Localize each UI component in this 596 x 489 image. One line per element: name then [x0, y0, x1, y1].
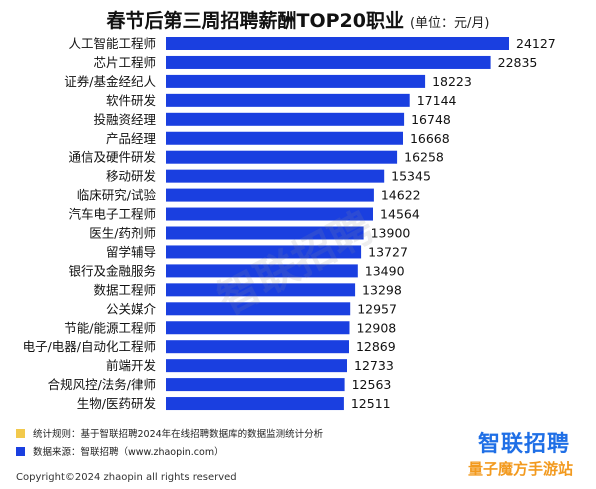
bar	[166, 302, 351, 316]
value-label: 16668	[410, 131, 450, 146]
bar	[166, 340, 349, 354]
value-label: 16258	[404, 150, 444, 165]
value-label: 16748	[411, 112, 451, 127]
value-label: 12869	[356, 339, 396, 354]
value-label: 22835	[498, 55, 538, 70]
category-label: 电子/电器/自动化工程师	[23, 339, 156, 354]
value-label: 13490	[365, 263, 405, 278]
value-label: 15345	[391, 169, 431, 184]
category-label: 临床研究/试验	[77, 188, 157, 203]
footnote-rule-swatch	[16, 428, 25, 438]
corner-watermark: 量子魔方手游站	[468, 460, 574, 478]
category-label: 人工智能工程师	[68, 36, 156, 51]
bar-chart: 人工智能工程师 24127 芯片工程师 22835 证券/基金经纪人 18223 软件研发 1…	[23, 36, 556, 411]
category-label: 生物/医药研发	[77, 396, 157, 411]
value-label: 14622	[381, 188, 421, 203]
category-label: 产品经理	[106, 131, 157, 146]
bar	[166, 93, 410, 107]
value-label: 13298	[362, 282, 402, 297]
bar	[166, 150, 398, 164]
zhaopin-logo: 智联招聘	[478, 432, 571, 457]
category-label: 芯片工程师	[93, 55, 156, 70]
value-label: 18223	[432, 74, 472, 89]
chart-unit: (单位：元/月)	[409, 16, 490, 31]
bar	[166, 207, 373, 221]
footnote-rule: 统计规则：基于智联招聘2024年在线招聘数据库的数据监测统计分析	[16, 426, 323, 440]
value-label: 17144	[417, 93, 457, 108]
bar	[166, 37, 509, 50]
bar	[166, 112, 405, 126]
bar	[166, 321, 350, 335]
bar	[166, 359, 347, 373]
category-label: 医生/药剂师	[89, 226, 156, 241]
chart-title-text: 春节后第三周招聘薪酬TOP20职业	[106, 10, 404, 32]
bar	[166, 283, 356, 297]
category-label: 软件研发	[106, 93, 157, 108]
category-label: 通信及硬件研发	[68, 150, 156, 165]
category-label: 银行及金融服务	[68, 263, 156, 278]
value-label: 12563	[352, 377, 392, 392]
footnote-rule-text: 统计规则：基于智联招聘2024年在线招聘数据库的数据监测统计分析	[33, 429, 324, 440]
category-label: 合规风控/法务/律师	[48, 377, 156, 392]
category-label: 节能/能源工程师	[64, 320, 156, 335]
value-label: 12511	[351, 396, 391, 411]
value-label: 14564	[380, 207, 420, 222]
bar	[166, 55, 491, 69]
bar	[166, 188, 374, 202]
value-label: 12908	[357, 320, 397, 335]
value-label: 24127	[516, 36, 556, 51]
category-label: 前端开发	[106, 358, 157, 373]
chart-title: 春节后第三周招聘薪酬TOP20职业 (单位：元/月)	[0, 6, 596, 33]
value-label: 13727	[368, 244, 408, 259]
category-label: 投融资经理	[93, 112, 156, 127]
bar	[166, 169, 385, 183]
bar	[166, 397, 344, 411]
bar	[166, 245, 362, 259]
value-label: 12957	[357, 301, 397, 316]
footnote-source: 数据来源：智联招聘（www.zhaopin.com）	[16, 444, 224, 458]
category-label: 公关媒介	[106, 301, 157, 316]
bar	[166, 226, 364, 240]
footnote-source-swatch	[16, 446, 25, 456]
category-label: 数据工程师	[93, 282, 156, 297]
bar	[166, 264, 358, 278]
footnote-source-text: 数据来源：智联招聘（www.zhaopin.com）	[33, 447, 224, 458]
category-label: 汽车电子工程师	[68, 207, 156, 222]
category-label: 留学辅导	[106, 244, 156, 259]
category-label: 证券/基金经纪人	[64, 74, 156, 89]
bar	[166, 378, 345, 392]
value-label: 13900	[371, 226, 411, 241]
category-label: 移动研发	[106, 169, 157, 184]
copyright: Copyright©2024 zhaopin all rights reserv…	[16, 472, 237, 483]
bar	[166, 74, 426, 88]
bar	[166, 131, 403, 145]
value-label: 12733	[354, 358, 394, 373]
